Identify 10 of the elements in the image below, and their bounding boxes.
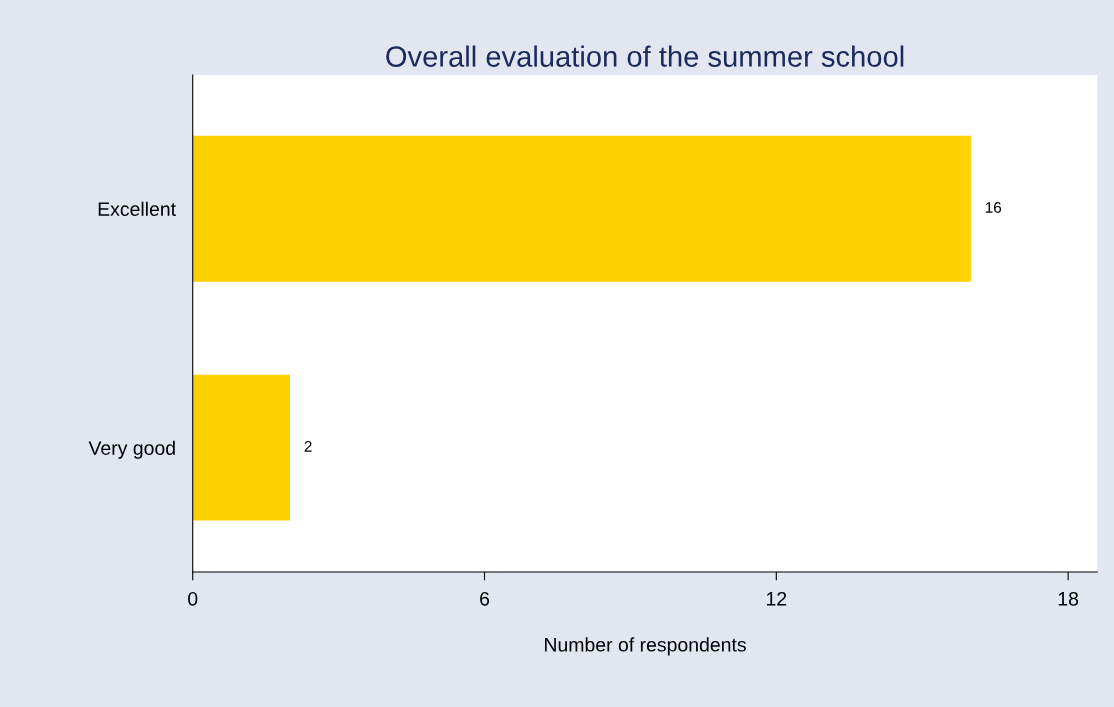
x-axis-title: Number of respondents: [545, 637, 746, 656]
y-tick-label: Excellent: [98, 201, 176, 216]
chart-title: Overall evaluation of the summer school: [386, 45, 904, 67]
x-tick-label: 18: [1058, 591, 1079, 606]
data-label: 16: [985, 202, 1002, 213]
x-tick-label: 6: [480, 591, 490, 606]
x-tick-label: 0: [188, 591, 198, 606]
y-tick-label: Very good: [88, 440, 175, 459]
data-label: 2: [304, 440, 312, 452]
x-tick-label: 12: [766, 591, 787, 606]
